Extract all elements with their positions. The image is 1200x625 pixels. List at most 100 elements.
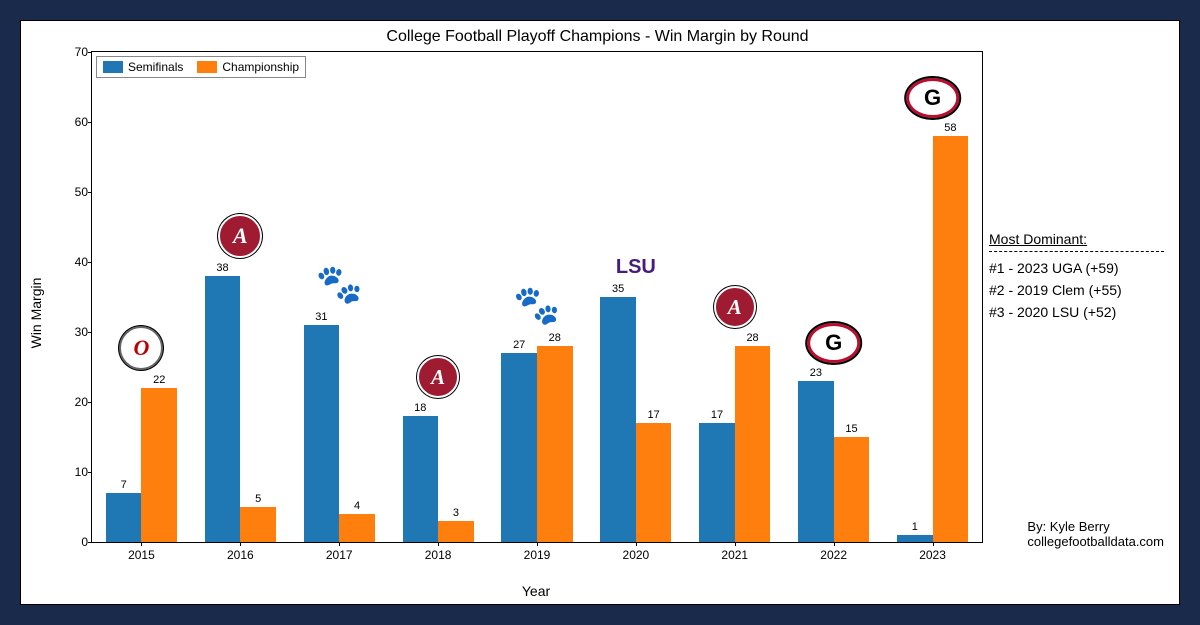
y-tick-label: 50 — [75, 185, 88, 199]
credit: By: Kyle Berry collegefootballdata.com — [1027, 519, 1164, 549]
x-tick-label: 2019 — [524, 548, 551, 562]
y-tick-label: 20 — [75, 395, 88, 409]
bar-value-label: 27 — [513, 339, 525, 351]
bar-championship: 22 — [141, 388, 177, 542]
bar-semifinals: 38 — [205, 276, 241, 542]
x-axis-label: Year — [522, 583, 550, 599]
legend-swatch — [197, 61, 217, 73]
bar-championship: 5 — [240, 507, 276, 542]
bar-semifinals: 27 — [501, 353, 537, 542]
y-tick-label: 70 — [75, 45, 88, 59]
sidebar-row: #2 - 2019 Clem (+55) — [989, 282, 1164, 298]
bar-value-label: 17 — [711, 409, 723, 421]
sidebar-divider — [989, 251, 1164, 252]
bar-value-label: 28 — [746, 332, 758, 344]
sidebar-row: #1 - 2023 UGA (+59) — [989, 260, 1164, 276]
bar-semifinals: 7 — [106, 493, 142, 542]
x-tick-mark — [834, 542, 835, 546]
x-tick-label: 2022 — [820, 548, 847, 562]
legend-item: Championship — [197, 60, 299, 74]
y-tick-mark — [88, 262, 92, 263]
bar-championship: 15 — [834, 437, 870, 542]
credit-source: collegefootballdata.com — [1027, 534, 1164, 549]
bar-semifinals: 31 — [304, 325, 340, 542]
x-tick-mark — [537, 542, 538, 546]
y-tick-mark — [88, 192, 92, 193]
y-tick-label: 40 — [75, 255, 88, 269]
y-tick-label: 10 — [75, 465, 88, 479]
bar-value-label: 4 — [354, 500, 360, 512]
bar-value-label: 15 — [845, 423, 857, 435]
credit-author: By: Kyle Berry — [1027, 519, 1164, 534]
team-logo: G — [807, 323, 861, 363]
bar-value-label: 38 — [216, 262, 228, 274]
y-axis-label: Win Margin — [28, 277, 44, 348]
legend: Semifinals Championship — [96, 56, 306, 78]
y-tick-mark — [88, 542, 92, 543]
x-tick-label: 2023 — [919, 548, 946, 562]
y-tick-mark — [88, 332, 92, 333]
bar-value-label: 3 — [453, 507, 459, 519]
y-tick-mark — [88, 52, 92, 53]
x-tick-mark — [141, 542, 142, 546]
bar-value-label: 23 — [810, 367, 822, 379]
chart-container: College Football Playoff Champions - Win… — [20, 20, 1180, 605]
bar-value-label: 5 — [255, 493, 261, 505]
legend-item: Semifinals — [103, 60, 183, 74]
y-tick-label: 30 — [75, 325, 88, 339]
bar-championship: 4 — [339, 514, 375, 542]
bar-semifinals: 35 — [600, 297, 636, 542]
plot-area: Semifinals Championship 0102030405060702… — [91, 51, 983, 543]
y-tick-mark — [88, 402, 92, 403]
x-tick-mark — [240, 542, 241, 546]
bar-semifinals: 18 — [403, 416, 439, 542]
sidebar-dominant: Most Dominant: #1 - 2023 UGA (+59) #2 - … — [989, 231, 1164, 326]
x-tick-mark — [438, 542, 439, 546]
sidebar-row: #3 - 2020 LSU (+52) — [989, 304, 1164, 320]
team-logo: A — [417, 356, 459, 398]
x-tick-mark — [933, 542, 934, 546]
team-logo: LSU — [616, 256, 656, 279]
x-tick-label: 2020 — [623, 548, 650, 562]
bar-value-label: 58 — [944, 122, 956, 134]
x-tick-label: 2018 — [425, 548, 452, 562]
bar-semifinals: 1 — [897, 535, 933, 542]
sidebar-title: Most Dominant: — [989, 231, 1164, 247]
legend-label: Championship — [222, 60, 299, 74]
x-tick-mark — [339, 542, 340, 546]
y-tick-label: 0 — [81, 535, 88, 549]
team-logo: A — [714, 286, 756, 328]
bar-value-label: 28 — [549, 332, 561, 344]
chart-title: College Football Playoff Champions - Win… — [26, 28, 1169, 46]
x-tick-label: 2016 — [227, 548, 254, 562]
x-tick-label: 2017 — [326, 548, 353, 562]
legend-swatch — [103, 61, 123, 73]
team-logo: 🐾 — [513, 284, 560, 328]
team-logo: 🐾 — [316, 263, 363, 307]
bar-value-label: 35 — [612, 283, 624, 295]
bar-championship: 3 — [438, 521, 474, 542]
x-tick-mark — [636, 542, 637, 546]
x-tick-label: 2021 — [721, 548, 748, 562]
bar-value-label: 1 — [912, 521, 918, 533]
y-tick-mark — [88, 122, 92, 123]
y-tick-label: 60 — [75, 115, 88, 129]
bar-value-label: 22 — [153, 374, 165, 386]
x-tick-label: 2015 — [128, 548, 155, 562]
x-tick-mark — [735, 542, 736, 546]
bar-championship: 28 — [537, 346, 573, 542]
team-logo: O — [119, 326, 163, 370]
bar-championship: 58 — [933, 136, 969, 542]
bar-value-label: 31 — [315, 311, 327, 323]
bar-value-label: 17 — [648, 409, 660, 421]
team-logo: G — [906, 78, 960, 118]
bar-championship: 28 — [735, 346, 771, 542]
bar-value-label: 18 — [414, 402, 426, 414]
bar-value-label: 7 — [121, 479, 127, 491]
bar-championship: 17 — [636, 423, 672, 542]
bar-semifinals: 17 — [699, 423, 735, 542]
y-tick-mark — [88, 472, 92, 473]
team-logo: A — [218, 214, 262, 258]
bar-semifinals: 23 — [798, 381, 834, 542]
legend-label: Semifinals — [128, 60, 183, 74]
